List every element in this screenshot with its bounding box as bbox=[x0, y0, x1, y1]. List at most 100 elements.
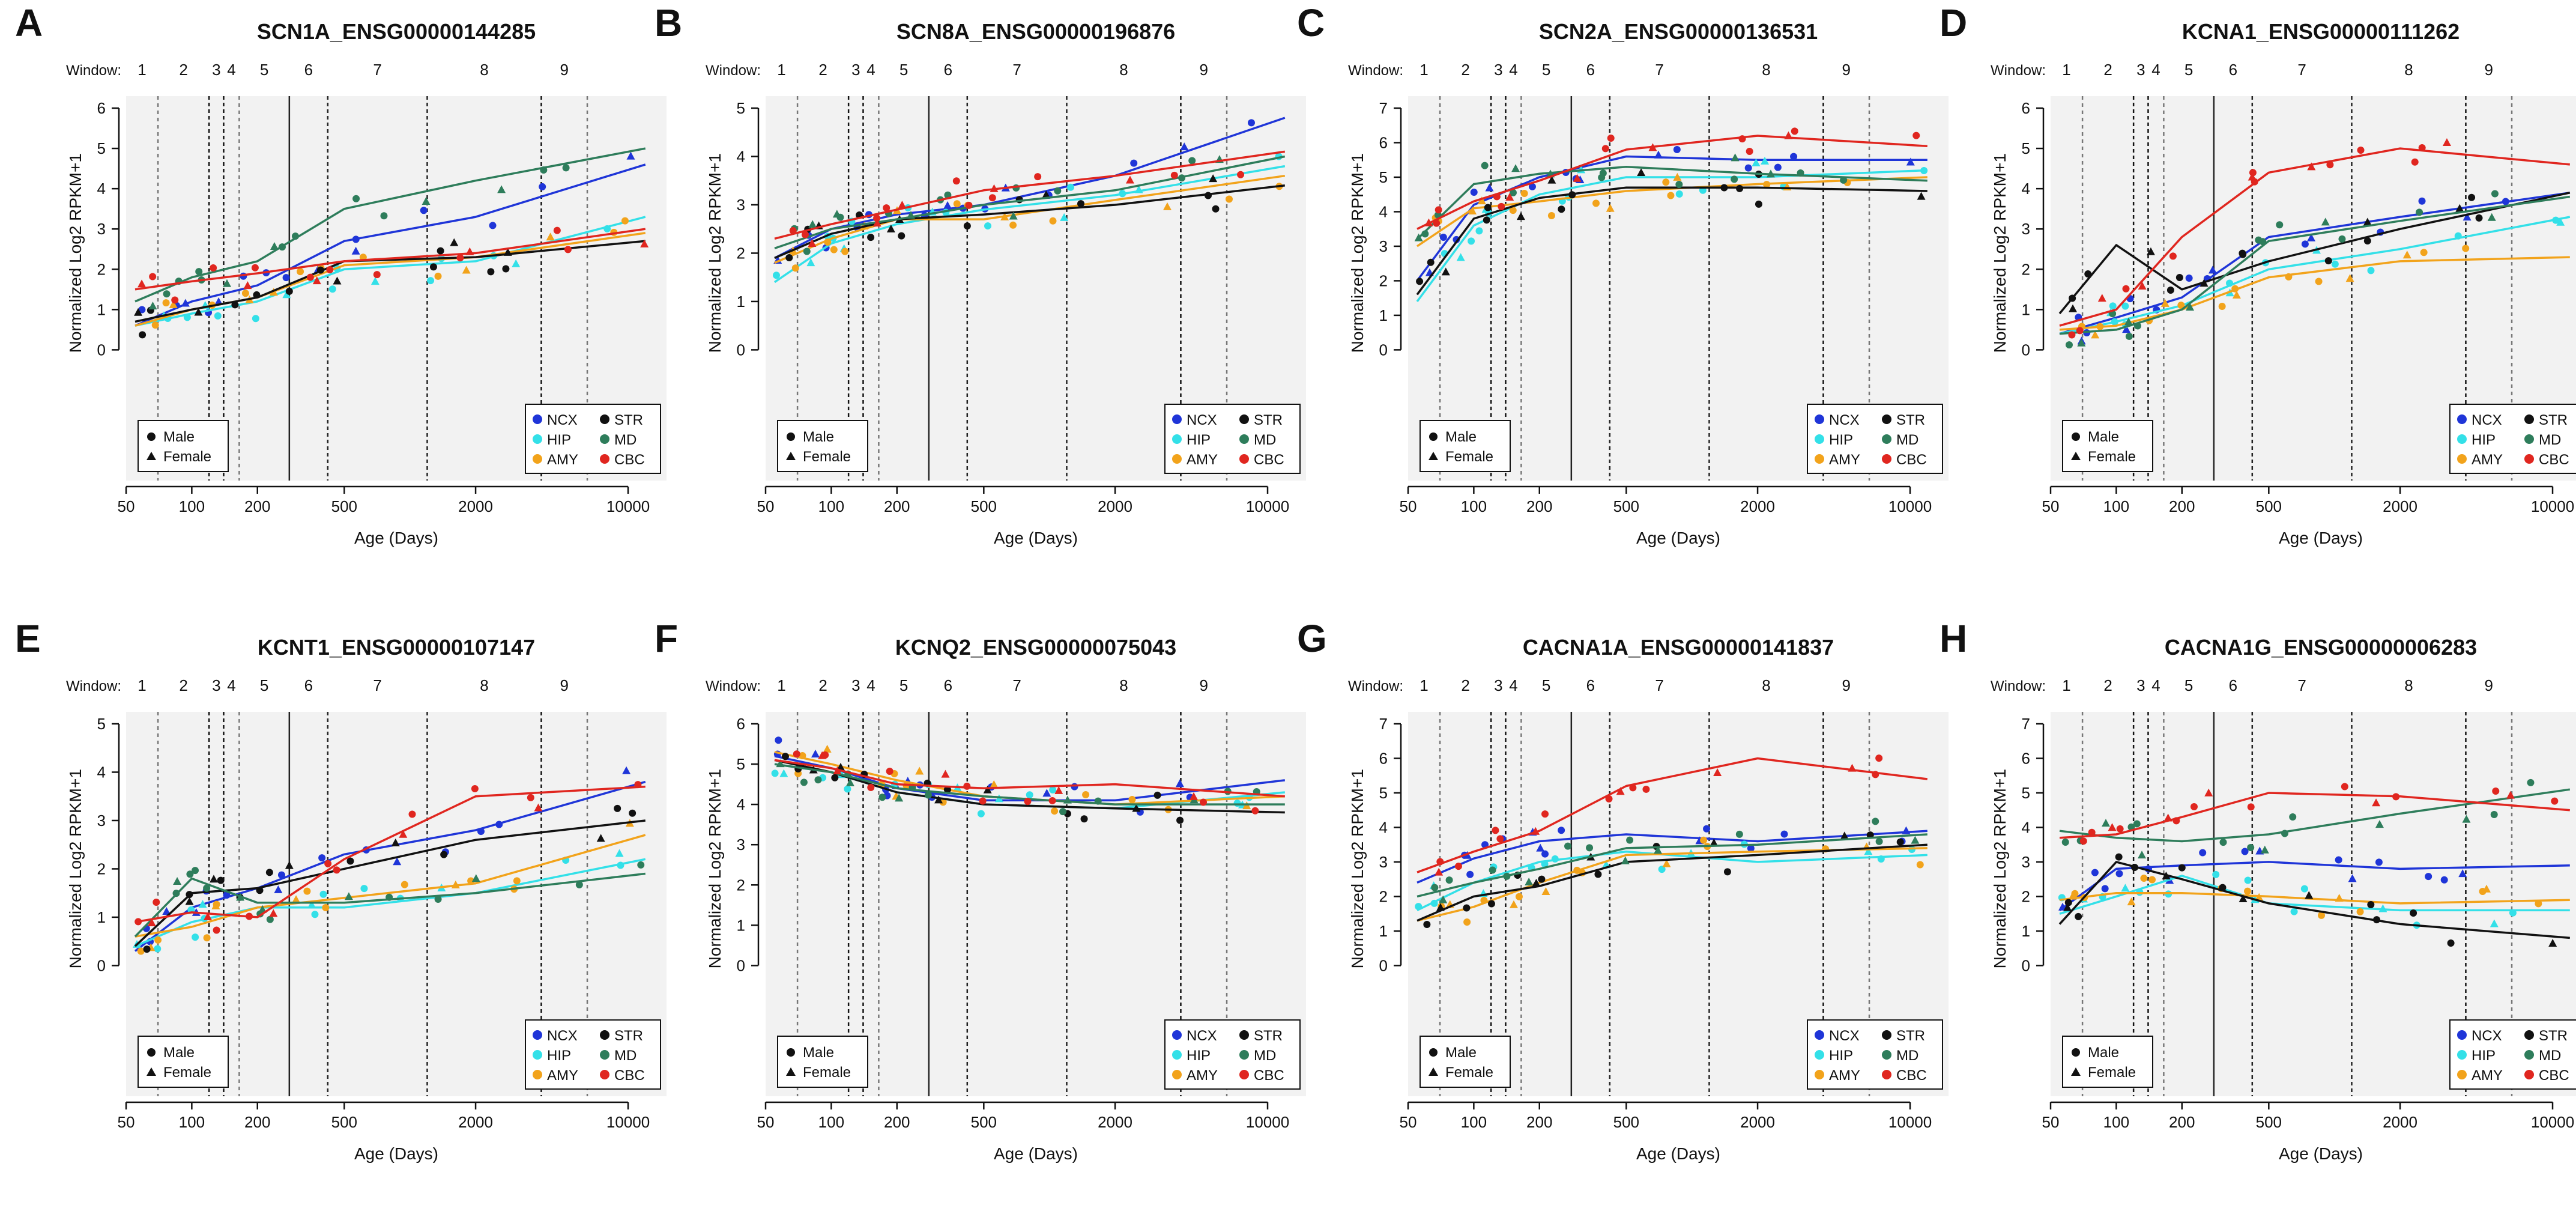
series-cbc bbox=[2059, 138, 2570, 339]
data-point-male bbox=[319, 890, 327, 898]
data-point-male bbox=[2551, 797, 2559, 805]
data-point-female bbox=[351, 246, 360, 255]
window-label: Window: bbox=[66, 62, 121, 79]
legend-male-label: Male bbox=[2088, 429, 2119, 445]
region-legend: NCX STR HIP MD AMY CBC bbox=[2449, 1019, 2576, 1090]
data-point-male bbox=[1051, 807, 1059, 815]
data-point-male bbox=[2447, 939, 2455, 947]
data-point-male bbox=[306, 273, 314, 281]
data-point-male bbox=[527, 794, 534, 801]
x-tick-label: 2000 bbox=[2383, 497, 2417, 515]
data-point-male bbox=[471, 785, 479, 793]
x-tick-label: 500 bbox=[1613, 497, 1639, 515]
data-point-female bbox=[1752, 158, 1761, 166]
legend-swatch-ncx bbox=[2457, 414, 2467, 424]
data-point-male bbox=[252, 315, 259, 323]
data-point-female bbox=[1525, 878, 1534, 886]
window-number: 3 bbox=[1494, 61, 1502, 79]
window-number: 1 bbox=[1420, 676, 1428, 694]
panel-letter: F bbox=[655, 617, 678, 660]
chart-title: KCNQ2_ENSG00000075043 bbox=[895, 635, 1176, 660]
data-point-male bbox=[266, 915, 274, 923]
region-legend: NCX STR HIP MD AMY CBC bbox=[2449, 404, 2576, 474]
data-point-female bbox=[806, 258, 815, 267]
legend-label-cbc: CBC bbox=[2539, 1067, 2569, 1084]
data-point-male bbox=[621, 217, 629, 225]
window-number: 9 bbox=[2485, 61, 2493, 79]
data-point-male bbox=[878, 794, 886, 801]
legend-female-label: Female bbox=[803, 1064, 851, 1081]
data-point-female bbox=[1662, 859, 1671, 867]
data-point-female bbox=[2462, 815, 2471, 823]
data-point-male bbox=[1071, 783, 1078, 791]
x-axis-label: Age (Days) bbox=[994, 1144, 1078, 1163]
x-tick-label: 2000 bbox=[1740, 497, 1775, 515]
data-point-male bbox=[2218, 303, 2226, 311]
data-point-male bbox=[1439, 234, 1447, 241]
data-point-female bbox=[2375, 820, 2384, 828]
data-point-male bbox=[831, 774, 839, 781]
trend-line-str bbox=[1416, 843, 1927, 922]
legend-label-md: MD bbox=[614, 1048, 636, 1064]
x-tick-label: 500 bbox=[2256, 1113, 2282, 1131]
data-point-male bbox=[2175, 274, 2183, 282]
trend-line-md bbox=[1416, 833, 1927, 898]
data-point-male bbox=[1489, 866, 1496, 874]
legend-label-str: STR bbox=[614, 412, 643, 428]
data-point-male bbox=[1176, 816, 1184, 824]
y-tick-label: 2 bbox=[97, 860, 106, 878]
window-number: 5 bbox=[899, 61, 908, 79]
data-point-male bbox=[2199, 849, 2207, 857]
data-point-female bbox=[2204, 788, 2213, 797]
data-point-male bbox=[2068, 331, 2076, 339]
x-tick-label: 2000 bbox=[458, 497, 493, 515]
window-number: 1 bbox=[138, 676, 146, 694]
series-md bbox=[135, 147, 646, 310]
data-point-female bbox=[941, 769, 950, 778]
data-point-male bbox=[1675, 190, 1683, 198]
data-point-male bbox=[1723, 868, 1731, 876]
data-point-male bbox=[2249, 169, 2257, 177]
data-point-female bbox=[1547, 175, 1556, 184]
data-point-male bbox=[1463, 904, 1471, 912]
data-point-male bbox=[1541, 810, 1549, 818]
trend-line-ncx bbox=[2059, 192, 2571, 335]
window-label: Window: bbox=[1348, 678, 1403, 694]
series-amy bbox=[2059, 244, 2570, 339]
data-point-male bbox=[192, 867, 199, 875]
y-tick-label: 1 bbox=[737, 293, 745, 311]
sex-legend: Male Female bbox=[1420, 420, 1511, 472]
region-legend-box bbox=[2449, 404, 2576, 474]
x-axis-label: Age (Days) bbox=[354, 529, 438, 547]
data-point-male bbox=[614, 804, 621, 812]
data-point-female bbox=[2463, 213, 2472, 221]
data-point-male bbox=[352, 195, 360, 202]
trend-line-md bbox=[2059, 788, 2571, 843]
data-point-male bbox=[2468, 193, 2476, 201]
legend-label-amy: AMY bbox=[2472, 1067, 2503, 1084]
data-point-male bbox=[1470, 189, 1478, 196]
y-axis-label: Normalized Log2 RPKM+1 bbox=[1991, 153, 2009, 353]
legend-swatch-hip bbox=[1172, 434, 1182, 444]
trend-line-amy bbox=[1416, 176, 1927, 247]
legend-swatch-cbc bbox=[1239, 1070, 1249, 1079]
y-tick-label: 6 bbox=[97, 99, 106, 117]
data-point-female bbox=[2363, 217, 2372, 226]
data-point-male bbox=[1049, 217, 1057, 225]
data-point-female bbox=[285, 861, 294, 869]
window-number: 5 bbox=[260, 61, 268, 79]
data-point-female bbox=[2490, 919, 2499, 927]
data-point-female bbox=[934, 795, 943, 804]
data-point-male bbox=[513, 877, 521, 885]
data-point-female bbox=[898, 201, 907, 209]
window-number: 4 bbox=[866, 676, 875, 694]
data-point-male bbox=[297, 268, 304, 276]
data-point-male bbox=[440, 851, 448, 858]
sex-legend-box bbox=[138, 420, 229, 472]
data-point-male bbox=[154, 936, 162, 944]
series-amy bbox=[1416, 172, 1927, 247]
legend-label-md: MD bbox=[1254, 432, 1276, 448]
window-number: 7 bbox=[2297, 676, 2306, 694]
data-point-male bbox=[873, 214, 881, 222]
sex-legend: Male Female bbox=[2062, 1036, 2153, 1088]
